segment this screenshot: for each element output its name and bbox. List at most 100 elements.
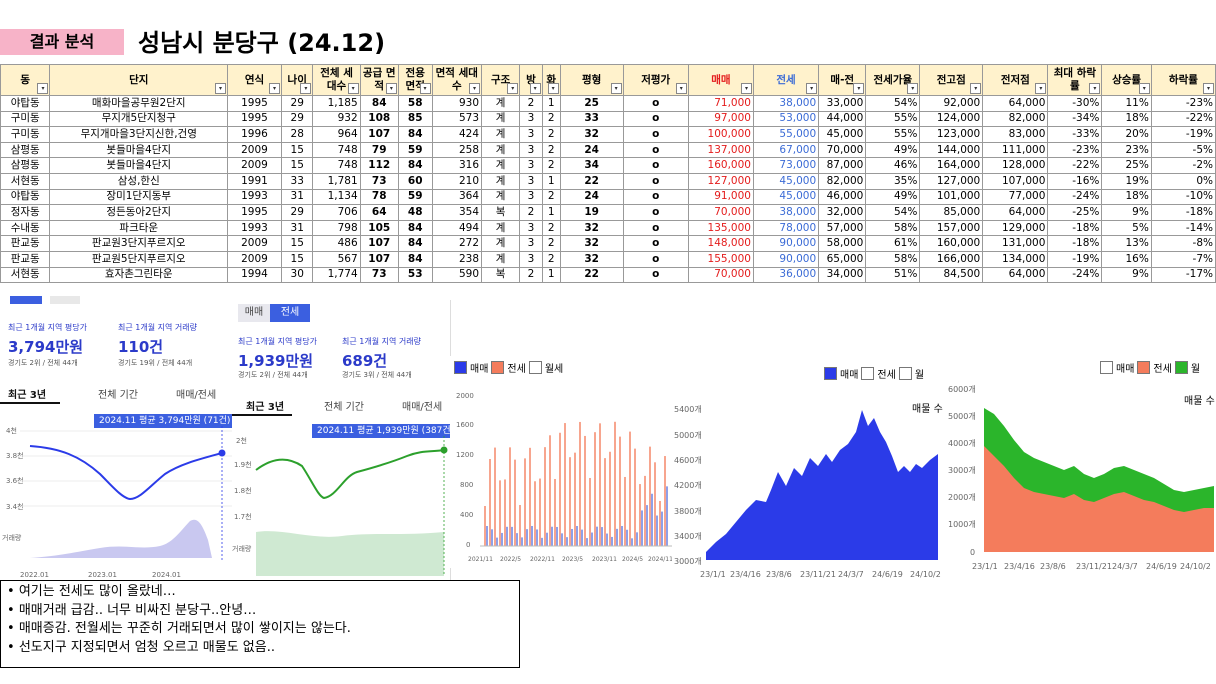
filter-dropdown-icon[interactable]: ▾ bbox=[1089, 83, 1101, 94]
table-cell: 1996 bbox=[227, 126, 282, 143]
column-header[interactable]: 단지 ▾ bbox=[49, 64, 229, 96]
rank-volume: 경기도 19위 / 전체 44개 bbox=[118, 359, 193, 367]
table-cell: 15 bbox=[280, 235, 314, 252]
column-header[interactable]: 구조 ▾ bbox=[481, 64, 521, 96]
table-cell: 73,000 bbox=[752, 157, 820, 174]
table-cell: 1,781 bbox=[312, 172, 361, 190]
filter-dropdown-icon[interactable]: ▾ bbox=[268, 83, 280, 94]
column-header-label: 최대 하락률 bbox=[1053, 67, 1097, 92]
legend-jeonse: 전세 bbox=[877, 370, 896, 381]
x-tick: 2024/5 bbox=[622, 556, 644, 563]
table-cell: 54% bbox=[865, 204, 921, 221]
table-row[interactable]: 야탑동 매화마을공무원2단지 1995 29 1,185 84 58 930 계 2 1 25 o 71,… bbox=[0, 95, 1216, 112]
column-header[interactable]: 전고점 ▾ bbox=[919, 64, 984, 96]
column-header[interactable]: 전세가율 ▾ bbox=[865, 64, 921, 96]
table-cell: 1 bbox=[541, 204, 561, 221]
column-header[interactable]: 연식 ▾ bbox=[227, 64, 282, 96]
filter-dropdown-icon[interactable]: ▾ bbox=[610, 83, 622, 94]
y-tick: 3.8천 bbox=[6, 452, 24, 460]
table-row[interactable]: 구미동 무지개5단지청구 1995 29 932 108 85 573 계 3 2 33 o 97,000… bbox=[0, 110, 1216, 128]
sale-bar bbox=[636, 532, 638, 546]
column-header[interactable]: 화 ▾ bbox=[541, 64, 561, 96]
table-row[interactable]: 삼평동 봇들마을4단지 2009 15 748 112 84 316 계 3 2 34 o 160,000… bbox=[0, 157, 1216, 174]
table-row[interactable]: 서현동 삼성,한신 1991 33 1,781 73 60 210 계 3 1 22 o 127,000 4… bbox=[0, 172, 1216, 190]
filter-dropdown-icon[interactable]: ▾ bbox=[469, 83, 481, 94]
table-cell: 서현동 bbox=[0, 172, 51, 190]
column-header[interactable]: 최대 하락률 ▾ bbox=[1047, 64, 1103, 96]
table-cell: 107,000 bbox=[982, 172, 1049, 190]
column-header[interactable]: 전저점 ▾ bbox=[982, 64, 1049, 96]
filter-dropdown-icon[interactable]: ▾ bbox=[1035, 83, 1047, 94]
table-cell: 24 bbox=[559, 188, 624, 206]
column-header[interactable]: 나이 ▾ bbox=[280, 64, 314, 96]
column-header[interactable]: 하락률 ▾ bbox=[1150, 64, 1216, 96]
filter-dropdown-icon[interactable]: ▾ bbox=[385, 83, 397, 94]
table-row[interactable]: 수내동 파크타운 1993 31 798 105 84 494 계 3 2 32 o 135,000 78,… bbox=[0, 219, 1216, 237]
column-header[interactable]: 면적 세대수 ▾ bbox=[431, 64, 483, 96]
table-cell: 22 bbox=[559, 172, 624, 190]
table-cell: 2 bbox=[541, 141, 561, 159]
toggle-jeonse[interactable]: 전세 bbox=[270, 304, 310, 322]
filter-dropdown-icon[interactable]: ▾ bbox=[347, 83, 359, 94]
column-header[interactable]: 상승률 ▾ bbox=[1101, 64, 1152, 96]
tab-all-period[interactable]: 전체 기간 bbox=[98, 390, 138, 401]
table-cell: 구미동 bbox=[0, 126, 51, 143]
column-header[interactable]: 전세 ▾ bbox=[752, 64, 820, 96]
table-row[interactable]: 구미동 무지개마을3단지신한,건영 1996 28 964 107 84 424 계 3 2 32 o 1… bbox=[0, 126, 1216, 143]
filter-dropdown-icon[interactable]: ▾ bbox=[37, 83, 49, 94]
table-cell: 54% bbox=[865, 95, 921, 112]
filter-dropdown-icon[interactable]: ▾ bbox=[675, 83, 687, 94]
table-row[interactable]: 정자동 정든동아2단지 1995 29 706 64 48 354 복 2 1 19 o 70,000 38… bbox=[0, 204, 1216, 221]
table-cell: o bbox=[622, 188, 689, 206]
tab-sale-jeonse[interactable]: 매매/전세 bbox=[402, 402, 443, 413]
table-cell: 112 bbox=[359, 157, 399, 174]
legend-swatch-jeonse bbox=[861, 367, 875, 380]
table-cell: 748 bbox=[312, 141, 361, 159]
filter-dropdown-icon[interactable]: ▾ bbox=[740, 83, 752, 94]
table-row[interactable]: 판교동 판교원3단지푸르지오 2009 15 486 107 84 272 계 3 2 32 o 148,… bbox=[0, 235, 1216, 252]
filter-dropdown-icon[interactable]: ▾ bbox=[300, 83, 312, 94]
table-cell: 삼평동 bbox=[0, 157, 51, 174]
column-header[interactable]: 공급 면적 ▾ bbox=[359, 64, 399, 96]
filter-dropdown-icon[interactable]: ▾ bbox=[215, 83, 227, 94]
table-cell: 107 bbox=[359, 126, 399, 143]
filter-dropdown-icon[interactable]: ▾ bbox=[507, 83, 519, 94]
column-header[interactable]: 저평가 ▾ bbox=[622, 64, 689, 96]
table-cell: -23% bbox=[1150, 95, 1216, 112]
column-header[interactable]: 매-전 ▾ bbox=[818, 64, 867, 96]
column-header[interactable]: 방 ▾ bbox=[519, 64, 543, 96]
table-row[interactable]: 삼평동 봇들마을4단지 2009 15 748 79 59 258 계 3 2 24 o 137,000 6… bbox=[0, 141, 1216, 159]
table-cell: 101,000 bbox=[919, 188, 984, 206]
jeonse-bar bbox=[639, 484, 641, 546]
table-row[interactable]: 판교동 판교원5단지푸르지오 2009 15 567 107 84 238 계 3 2 32 o 155,… bbox=[0, 250, 1216, 268]
filter-dropdown-icon[interactable]: ▾ bbox=[806, 83, 818, 94]
filter-dropdown-icon[interactable]: ▾ bbox=[1138, 83, 1150, 94]
column-header[interactable]: 전체 세대수 ▾ bbox=[312, 64, 361, 96]
filter-dropdown-icon[interactable]: ▾ bbox=[853, 83, 865, 94]
table-cell: 15 bbox=[280, 157, 314, 174]
filter-dropdown-icon[interactable]: ▾ bbox=[907, 83, 919, 94]
filter-dropdown-icon[interactable]: ▾ bbox=[1203, 83, 1214, 94]
column-header[interactable]: 평형 ▾ bbox=[559, 64, 624, 96]
sale-listings-fill bbox=[706, 410, 938, 560]
chart-legend: 매매 전세 월 bbox=[824, 366, 924, 381]
column-header[interactable]: 동 ▾ bbox=[0, 64, 51, 96]
filter-dropdown-icon[interactable]: ▾ bbox=[547, 83, 559, 94]
table-cell: 2009 bbox=[227, 235, 282, 252]
table-cell: 44,000 bbox=[818, 110, 867, 128]
filter-dropdown-icon[interactable]: ▾ bbox=[970, 83, 982, 94]
sale-bar bbox=[491, 529, 493, 546]
tab-recent-3y[interactable]: 최근 3년 bbox=[246, 402, 285, 413]
table-row[interactable]: 서현동 효자촌그린타운 1994 30 1,774 73 53 590 복 2 1 22 o 70,000… bbox=[0, 266, 1216, 284]
table-cell: 82,000 bbox=[818, 172, 867, 190]
filter-dropdown-icon[interactable]: ▾ bbox=[529, 83, 541, 94]
table-cell: 계 bbox=[481, 157, 521, 174]
column-header[interactable]: 매매 ▾ bbox=[687, 64, 754, 96]
toggle-sale[interactable]: 매매 bbox=[238, 304, 270, 322]
column-header[interactable]: 전용 면적 ▾ bbox=[397, 64, 433, 96]
tab-all-period[interactable]: 전체 기간 bbox=[324, 402, 364, 413]
filter-dropdown-icon[interactable]: ▾ bbox=[419, 83, 431, 94]
tab-sale-jeonse[interactable]: 매매/전세 bbox=[176, 390, 217, 401]
table-row[interactable]: 야탑동 장미1단지동부 1993 31 1,134 78 59 364 계 3 2 24 o 91,000… bbox=[0, 188, 1216, 206]
tab-recent-3y[interactable]: 최근 3년 bbox=[8, 390, 47, 401]
